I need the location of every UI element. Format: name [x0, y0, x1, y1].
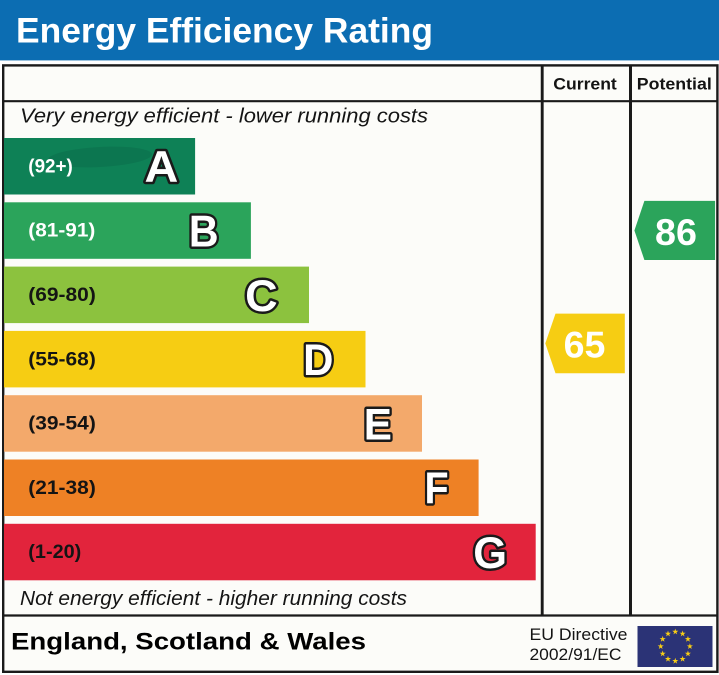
svg-text:65: 65: [564, 324, 606, 366]
svg-text:(39-54): (39-54): [28, 414, 96, 435]
svg-text:F: F: [425, 465, 449, 514]
svg-text:England, Scotland & Wales: England, Scotland & Wales: [11, 628, 366, 655]
svg-text:(55-68): (55-68): [28, 349, 96, 370]
svg-text:Very energy efficient - lower: Very energy efficient - lower running co…: [20, 106, 428, 128]
svg-text:Not energy efficient - higher: Not energy efficient - higher running co…: [20, 588, 407, 610]
svg-text:G: G: [473, 529, 507, 578]
svg-text:(92+): (92+): [28, 156, 73, 177]
svg-text:A: A: [145, 143, 179, 192]
svg-text:C: C: [245, 272, 278, 321]
svg-text:(69-80): (69-80): [28, 285, 96, 306]
svg-text:D: D: [303, 336, 333, 385]
svg-text:(81-91): (81-91): [28, 221, 95, 242]
svg-text:2002/91/EC: 2002/91/EC: [530, 645, 622, 664]
svg-text:E: E: [364, 400, 392, 449]
svg-text:B: B: [189, 207, 219, 256]
svg-text:Current: Current: [553, 75, 617, 94]
svg-text:EU Directive: EU Directive: [530, 625, 628, 644]
svg-text:(1-20): (1-20): [28, 542, 81, 563]
svg-text:86: 86: [655, 211, 697, 253]
svg-text:Energy Efficiency Rating: Energy Efficiency Rating: [16, 11, 433, 51]
svg-text:(21-38): (21-38): [28, 478, 96, 499]
svg-text:Potential: Potential: [637, 75, 712, 94]
